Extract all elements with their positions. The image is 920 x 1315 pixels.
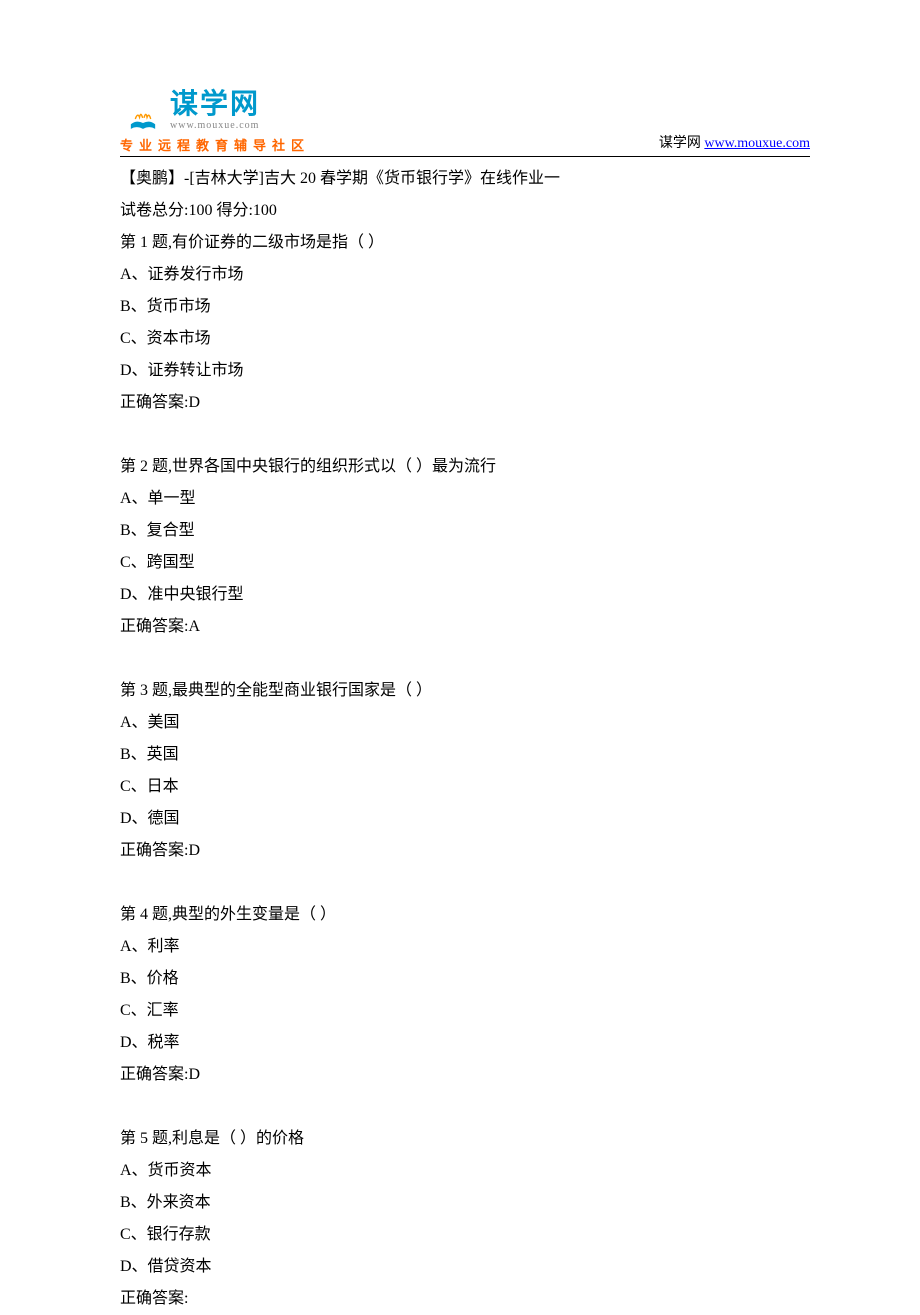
- logo-top-row: 谋学网 www.mouxue.com: [120, 90, 310, 131]
- question-option: A、美国: [120, 707, 810, 739]
- logo-url: www.mouxue.com: [170, 120, 260, 131]
- question-prompt: 第 4 题,典型的外生变量是（ ）: [120, 899, 810, 931]
- question-answer: 正确答案:D: [120, 1059, 810, 1091]
- question-option: D、德国: [120, 803, 810, 835]
- question-option: B、复合型: [120, 515, 810, 547]
- question-option: C、资本市场: [120, 323, 810, 355]
- question-option: B、外来资本: [120, 1187, 810, 1219]
- question-4: 第 4 题,典型的外生变量是（ ） A、利率 B、价格 C、汇率 D、税率 正确…: [120, 899, 810, 1091]
- question-prompt: 第 5 题,利息是（ ）的价格: [120, 1123, 810, 1155]
- question-option: A、证券发行市场: [120, 259, 810, 291]
- question-1: 第 1 题,有价证券的二级市场是指（ ） A、证券发行市场 B、货币市场 C、资…: [120, 227, 810, 419]
- logo-icon: [120, 92, 166, 130]
- question-answer: 正确答案:A: [120, 611, 810, 643]
- header-right-label: 谋学网: [659, 136, 705, 151]
- question-answer: 正确答案:: [120, 1283, 810, 1315]
- book-icon: [120, 108, 166, 130]
- question-option: D、借贷资本: [120, 1251, 810, 1283]
- header-right: 谋学网 www.mouxue.com: [659, 132, 810, 154]
- question-answer: 正确答案:D: [120, 387, 810, 419]
- question-option: C、银行存款: [120, 1219, 810, 1251]
- question-option: C、汇率: [120, 995, 810, 1027]
- question-option: A、利率: [120, 931, 810, 963]
- question-option: B、货币市场: [120, 291, 810, 323]
- question-5: 第 5 题,利息是（ ）的价格 A、货币资本 B、外来资本 C、银行存款 D、借…: [120, 1123, 810, 1315]
- question-option: B、价格: [120, 963, 810, 995]
- question-prompt: 第 1 题,有价证券的二级市场是指（ ）: [120, 227, 810, 259]
- question-2: 第 2 题,世界各国中央银行的组织形式以（ ）最为流行 A、单一型 B、复合型 …: [120, 451, 810, 643]
- logo-block: 谋学网 www.mouxue.com 专业远程教育辅导社区: [120, 90, 310, 154]
- question-option: D、准中央银行型: [120, 579, 810, 611]
- question-prompt: 第 2 题,世界各国中央银行的组织形式以（ ）最为流行: [120, 451, 810, 483]
- logo-tagline: 专业远程教育辅导社区: [120, 135, 310, 154]
- logo-title: 谋学网: [170, 90, 260, 118]
- question-option: A、单一型: [120, 483, 810, 515]
- page-header: 谋学网 www.mouxue.com 专业远程教育辅导社区 谋学网 www.mo…: [120, 90, 810, 157]
- header-right-link[interactable]: www.mouxue.com: [704, 136, 810, 151]
- question-3: 第 3 题,最典型的全能型商业银行国家是（ ） A、美国 B、英国 C、日本 D…: [120, 675, 810, 867]
- question-option: B、英国: [120, 739, 810, 771]
- document-content: 【奥鹏】-[吉林大学]吉大 20 春学期《货币银行学》在线作业一 试卷总分:10…: [120, 163, 810, 1315]
- question-answer: 正确答案:D: [120, 835, 810, 867]
- question-option: A、货币资本: [120, 1155, 810, 1187]
- question-option: D、税率: [120, 1027, 810, 1059]
- question-option: D、证券转让市场: [120, 355, 810, 387]
- score-line: 试卷总分:100 得分:100: [120, 195, 810, 227]
- question-option: C、跨国型: [120, 547, 810, 579]
- logo-text-block: 谋学网 www.mouxue.com: [170, 90, 260, 131]
- document-title: 【奥鹏】-[吉林大学]吉大 20 春学期《货币银行学》在线作业一: [120, 163, 810, 195]
- question-option: C、日本: [120, 771, 810, 803]
- question-prompt: 第 3 题,最典型的全能型商业银行国家是（ ）: [120, 675, 810, 707]
